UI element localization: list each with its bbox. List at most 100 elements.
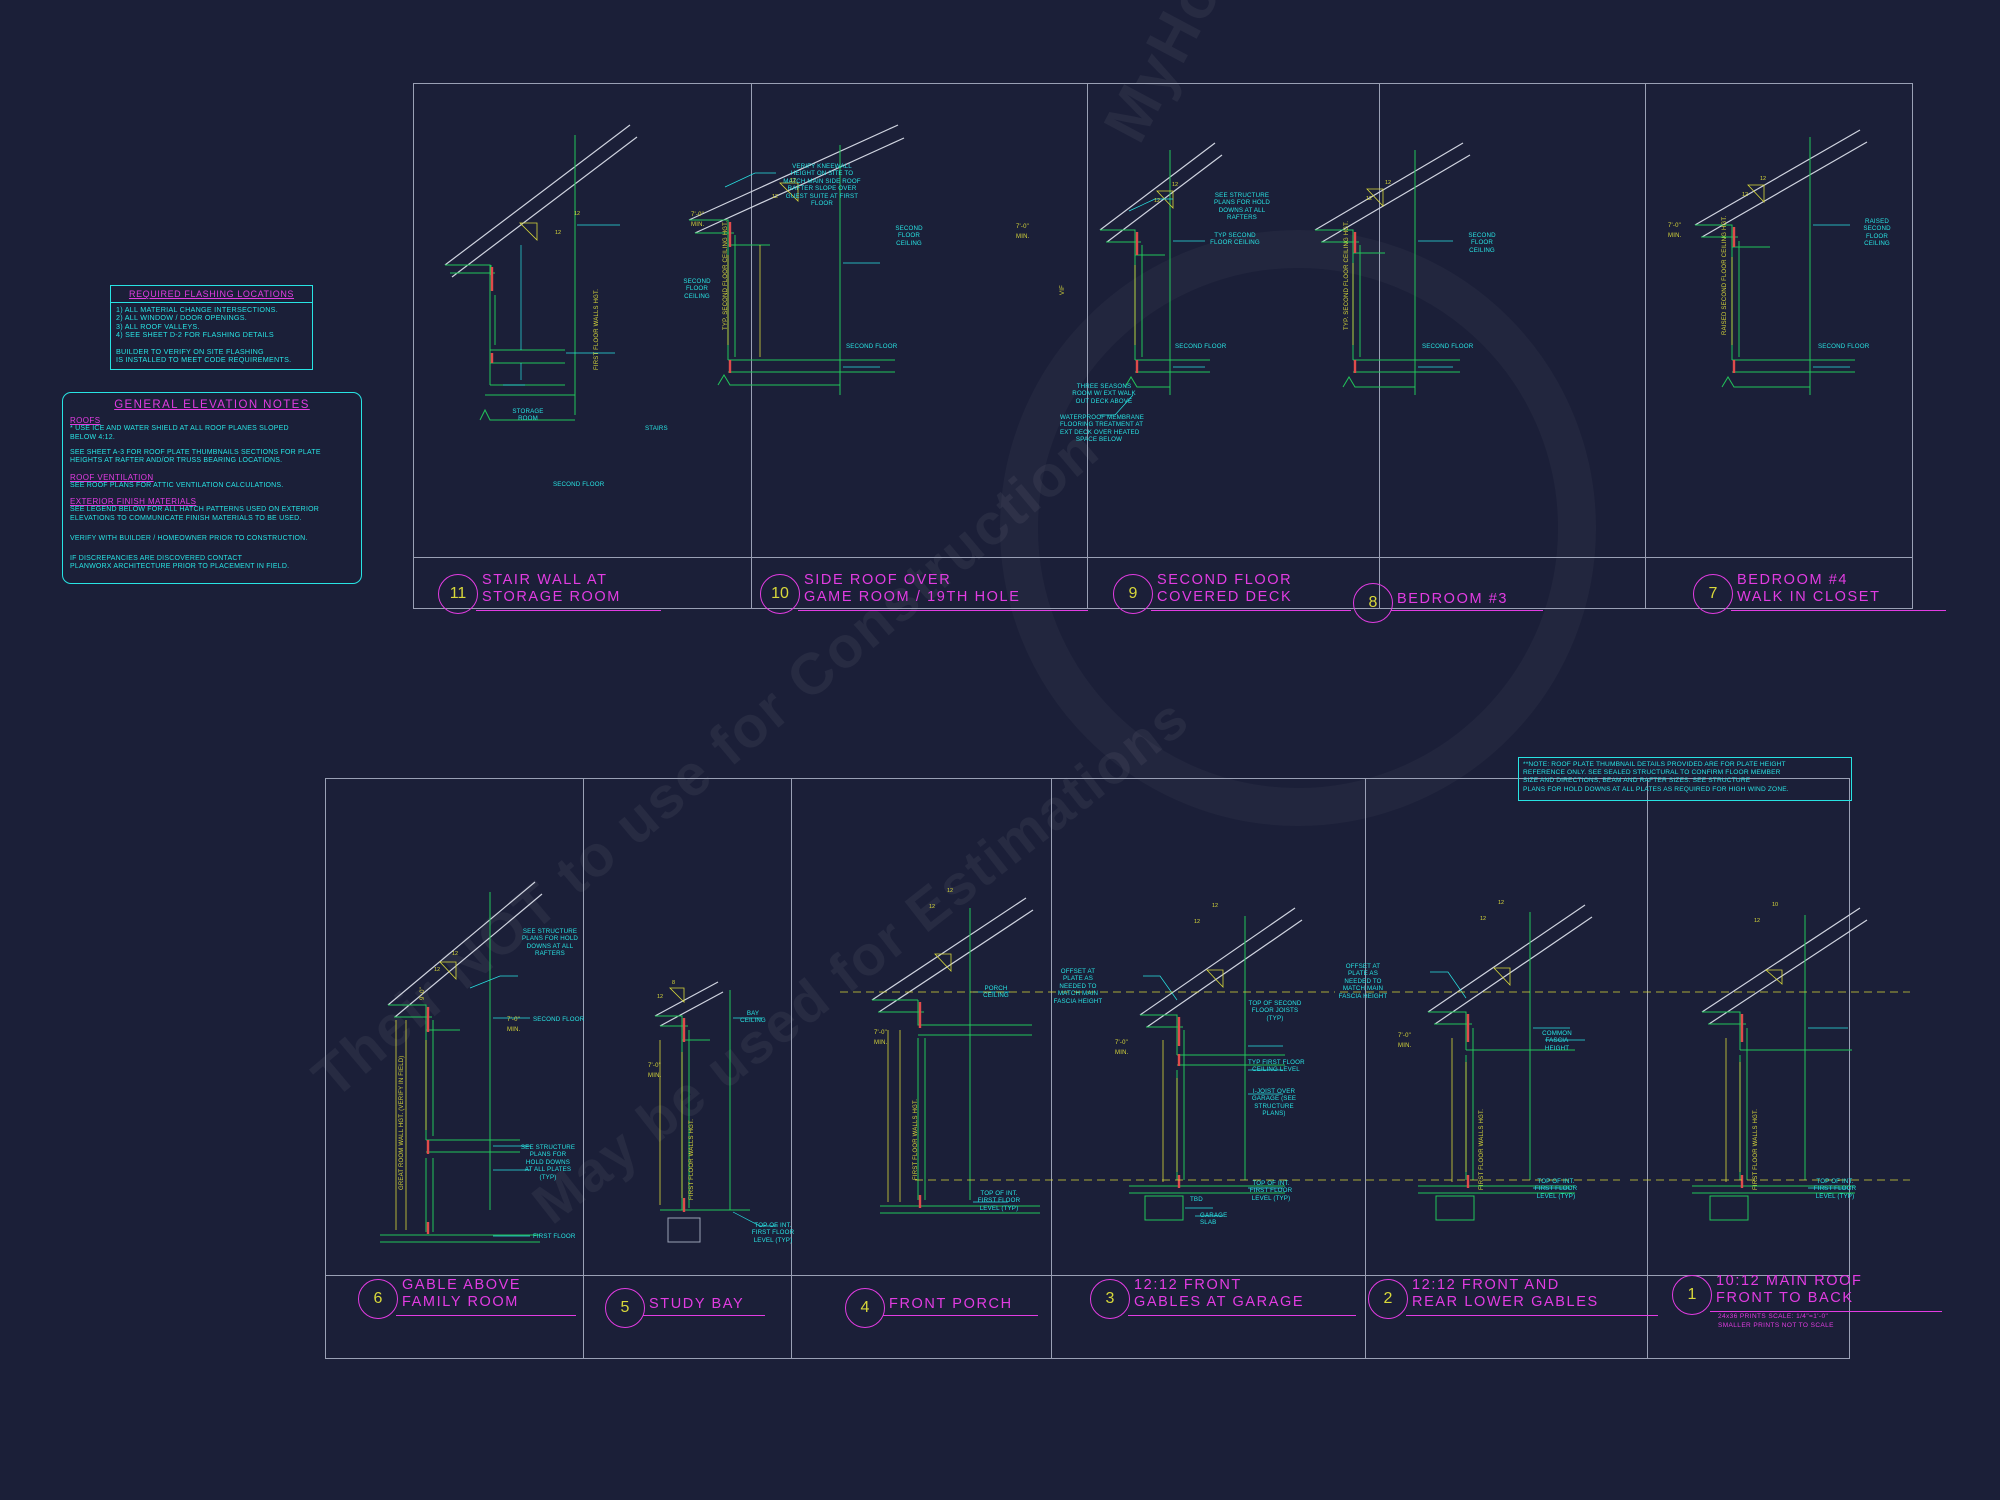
- detail-3-dim-min-label: MIN.: [1115, 1050, 1129, 1056]
- detail-tag-8-circle[interactable]: 8: [1353, 583, 1393, 623]
- detail-3-label-garage-slab: GARAGE SLAB: [1200, 1212, 1228, 1227]
- detail-tag-9-title-line2: COVERED DECK: [1157, 589, 1293, 605]
- detail-tag-4-underline: [883, 1315, 1038, 1317]
- detail-9-dim-vif: VIF: [1060, 285, 1066, 295]
- structural-note-line: SIZE AND DIRECTIONS, BEAM AND RAFTER SIZ…: [1523, 777, 1751, 785]
- detail-5-dim-first-floor-walls: FIRST FLOOR WALLS HGT.: [689, 1118, 695, 1200]
- detail-9-label-waterproof-membrane: WATERPROOF MEMBRANE FLOORING TREATMENT AT…: [1060, 414, 1144, 444]
- detail-tag-7-title-line2: WALK IN CLOSET: [1737, 589, 1881, 605]
- detail-tag-8-underline: [1391, 610, 1543, 612]
- flashing-footer-line: IS INSTALLED TO MEET CODE REQUIREMENTS.: [116, 355, 292, 365]
- detail-10-label-verify-kneewall: VERIFY KNEEWALL HEIGHT ON SITE TO MATCH MA…: [783, 163, 861, 208]
- detail-tag-1-scale-line2: SMALLER PRINTS NOT TO SCALE: [1718, 1322, 1834, 1329]
- detail-tag-7-title: BEDROOM #4 WALK IN CLOSET: [1737, 572, 1881, 606]
- required-flashing-locations-box: REQUIRED FLASHING LOCATIONS 1) ALL MATER…: [110, 285, 313, 370]
- structural-note-box: **NOTE: ROOF PLATE THUMBNAIL DETAILS PRO…: [1518, 757, 1852, 801]
- structural-note-line: PLANS FOR HOLD DOWNS AT ALL PLATES AS RE…: [1523, 785, 1789, 793]
- detail-tag-5-circle[interactable]: 5: [605, 1288, 645, 1328]
- detail-tag-2-title: 12:12 FRONT AND REAR LOWER GABLES: [1412, 1277, 1599, 1311]
- detail-tag-2-title-line1: 12:12 FRONT AND: [1412, 1277, 1560, 1293]
- detail-5-drawing: [654, 981, 778, 1243]
- detail-4-dim-min-label: MIN.: [874, 1040, 888, 1046]
- detail-1-label-top-of-int-first-floor: TOP OF INT. FIRST FLOOR LEVEL (TYP): [1813, 1178, 1857, 1200]
- detail-3-label-tbd: TBD: [1190, 1196, 1203, 1203]
- detail-8-label-second-floor-ceiling: SECOND FLOOR CEILING: [1468, 232, 1496, 254]
- detail-5-dim-seven-foot-min: 7'-0": [648, 1063, 661, 1069]
- detail-7-dim-min-label: MIN.: [1668, 233, 1682, 239]
- detail-tag-4-title: FRONT PORCH: [889, 1296, 1013, 1313]
- detail-3-drawing: [840, 907, 1335, 1221]
- detail-tag-11-title-line1: STAIR WALL AT: [482, 572, 608, 588]
- detail-tag-9-circle[interactable]: 9: [1113, 574, 1153, 614]
- detail-tag-11-title-line2: STORAGE ROOM: [482, 589, 621, 605]
- detail-tag-1-scale-line1: 24x36 PRINTS SCALE: 1/4"=1'-0": [1718, 1313, 1829, 1320]
- notes-section-exterior-finish: EXTERIOR FINISH MATERIALS SEE LEGEND BEL…: [70, 497, 319, 523]
- detail-tag-10-circle[interactable]: 10: [760, 574, 800, 614]
- detail-tag-3-circle[interactable]: 3: [1090, 1279, 1130, 1319]
- detail-7-slope-rise: 12: [1760, 176, 1767, 182]
- detail-10-label-second-floor: SECOND FLOOR: [846, 343, 898, 350]
- detail-tag-6-circle[interactable]: 6: [358, 1279, 398, 1319]
- detail-tag-7-circle[interactable]: 7: [1693, 574, 1733, 614]
- detail-3-label-top-of-int-first-floor: TOP OF INT. FIRST FLOOR LEVEL (TYP): [1249, 1180, 1293, 1202]
- detail-7-dim-seven-foot-min: 7'-0": [1668, 223, 1681, 229]
- detail-5-label-bay-ceiling: BAY CEILING: [740, 1010, 766, 1025]
- detail-2-label-top-of-int-first-floor: TOP OF INT. FIRST FLOOR LEVEL (TYP): [1534, 1178, 1578, 1200]
- flashing-title: REQUIRED FLASHING LOCATIONS: [128, 289, 295, 299]
- notes-line: ELEVATIONS TO COMMUNICATE FINISH MATERIA…: [70, 514, 302, 522]
- detail-11-slope-run: 12: [555, 230, 562, 236]
- detail-tag-2-circle[interactable]: 2: [1368, 1279, 1408, 1319]
- detail-6-dim-great-room-wall: GREAT ROOM WALL HGT. (VERIFY IN FIELD): [399, 1055, 405, 1190]
- detail-9-label-see-structure-plans: SEE STRUCTURE PLANS FOR HOLD DOWNS AT ALL R…: [1213, 192, 1271, 222]
- detail-tag-4-circle[interactable]: 4: [845, 1288, 885, 1328]
- detail-6-label-see-structure-plans-plates: SEE STRUCTURE PLANS FOR HOLD DOWNS AT ALL P…: [520, 1144, 576, 1181]
- detail-11-label-second-floor: SECOND FLOOR: [553, 481, 605, 488]
- detail-10-dim-seven-foot-min: 7'-0": [691, 212, 704, 218]
- detail-1-dim-first-floor-walls: FIRST FLOOR WALLS HGT.: [1753, 1108, 1759, 1190]
- bottom-detail-frame: [325, 778, 1850, 1359]
- general-elevation-notes-box: GENERAL ELEVATION NOTES ROOFS * USE ICE …: [62, 392, 362, 584]
- detail-8-dim-typ-second-floor-ceiling: TYP. SECOND FLOOR CEILING HGT.: [1344, 220, 1350, 330]
- detail-tag-10-underline: [798, 610, 1088, 612]
- detail-2-dim-first-floor-walls: FIRST FLOOR WALLS HGT.: [1479, 1108, 1485, 1190]
- detail-9-slope-rise: 12: [1172, 182, 1179, 188]
- detail-tag-5-number: 5: [620, 1299, 630, 1316]
- notes-line: SEE ROOF PLANS FOR ATTIC VENTILATION CAL…: [70, 482, 284, 490]
- detail-7-drawing: [1694, 129, 1868, 395]
- notes-heading: EXTERIOR FINISH MATERIALS: [70, 497, 197, 506]
- notes-line: SEE LEGEND BELOW FOR ALL HATCH PATTERNS …: [70, 506, 319, 514]
- detail-6-dim-vertical-a: 9'-0": [420, 987, 426, 1000]
- detail-tag-9-number: 9: [1128, 585, 1138, 602]
- detail-tag-6-underline: [396, 1315, 576, 1317]
- detail-9-label-typ-second-floor-ceiling: TYP SECOND FLOOR CEILING: [1210, 232, 1260, 247]
- detail-9-label-three-seasons-room: THREE SEASONS ROOM W/ EXT WALK OUT DECK AB…: [1072, 383, 1136, 405]
- notes-line: PLANWORX ARCHITECTURE PRIOR TO PLACEMENT…: [70, 563, 290, 571]
- detail-tag-6-title-line2: FAMILY ROOM: [402, 1294, 519, 1310]
- detail-11-slope-rise: 12: [574, 211, 581, 217]
- detail-8-label-second-floor: SECOND FLOOR: [1422, 343, 1474, 350]
- detail-tag-10-title: SIDE ROOF OVER GAME ROOM / 19TH HOLE: [804, 572, 1021, 606]
- detail-tag-10-number: 10: [771, 585, 789, 602]
- notes-line: * USE ICE AND WATER SHIELD AT ALL ROOF P…: [70, 425, 289, 433]
- detail-9-dim-min-label: MIN.: [1016, 234, 1030, 240]
- detail-11-label-second-floor-ceiling: SECOND FLOOR CEILING: [683, 278, 711, 300]
- detail-tag-1-circle[interactable]: 1: [1672, 1275, 1712, 1315]
- detail-tag-11-circle[interactable]: 11: [438, 574, 478, 614]
- notes-section-roof-ventilation: ROOF VENTILATION SEE ROOF PLANS FOR ATTI…: [70, 473, 284, 491]
- detail-11-dim-first-floor-walls: FIRST FLOOR WALLS HGT.: [594, 288, 600, 370]
- detail-tag-3-title-line1: 12:12 FRONT: [1134, 1277, 1242, 1293]
- detail-1-drawing: [1630, 907, 1910, 1221]
- detail-6-label-see-structure-plans-rafters: SEE STRUCTURE PLANS FOR HOLD DOWNS AT ALL R…: [521, 928, 579, 958]
- structural-note-line: REFERENCE ONLY. SEE SEALED STRUCTURAL TO…: [1523, 769, 1781, 777]
- detail-6-label-first-floor: FIRST FLOOR: [533, 1233, 576, 1240]
- notes-heading: ROOFS: [70, 416, 101, 425]
- detail-tag-7-underline: [1731, 610, 1946, 612]
- detail-3-label-i-joist-over-garage: I-JOIST OVER GARAGE (SEE STRUCTURE PLANS): [1251, 1088, 1297, 1118]
- detail-tag-3-title-line2: GABLES AT GARAGE: [1134, 1294, 1305, 1310]
- detail-9-dim-seven-foot-min: 7'-0": [1016, 224, 1029, 230]
- detail-tag-8-title: BEDROOM #3: [1397, 591, 1508, 608]
- detail-4-dim-first-floor-walls: FIRST FLOOR WALLS HGT.: [913, 1098, 919, 1180]
- detail-4-dim-seven-foot-min: 7'-0": [874, 1030, 887, 1036]
- detail-tag-9-title: SECOND FLOOR COVERED DECK: [1157, 572, 1292, 606]
- detail-tag-5-title: STUDY BAY: [649, 1296, 744, 1313]
